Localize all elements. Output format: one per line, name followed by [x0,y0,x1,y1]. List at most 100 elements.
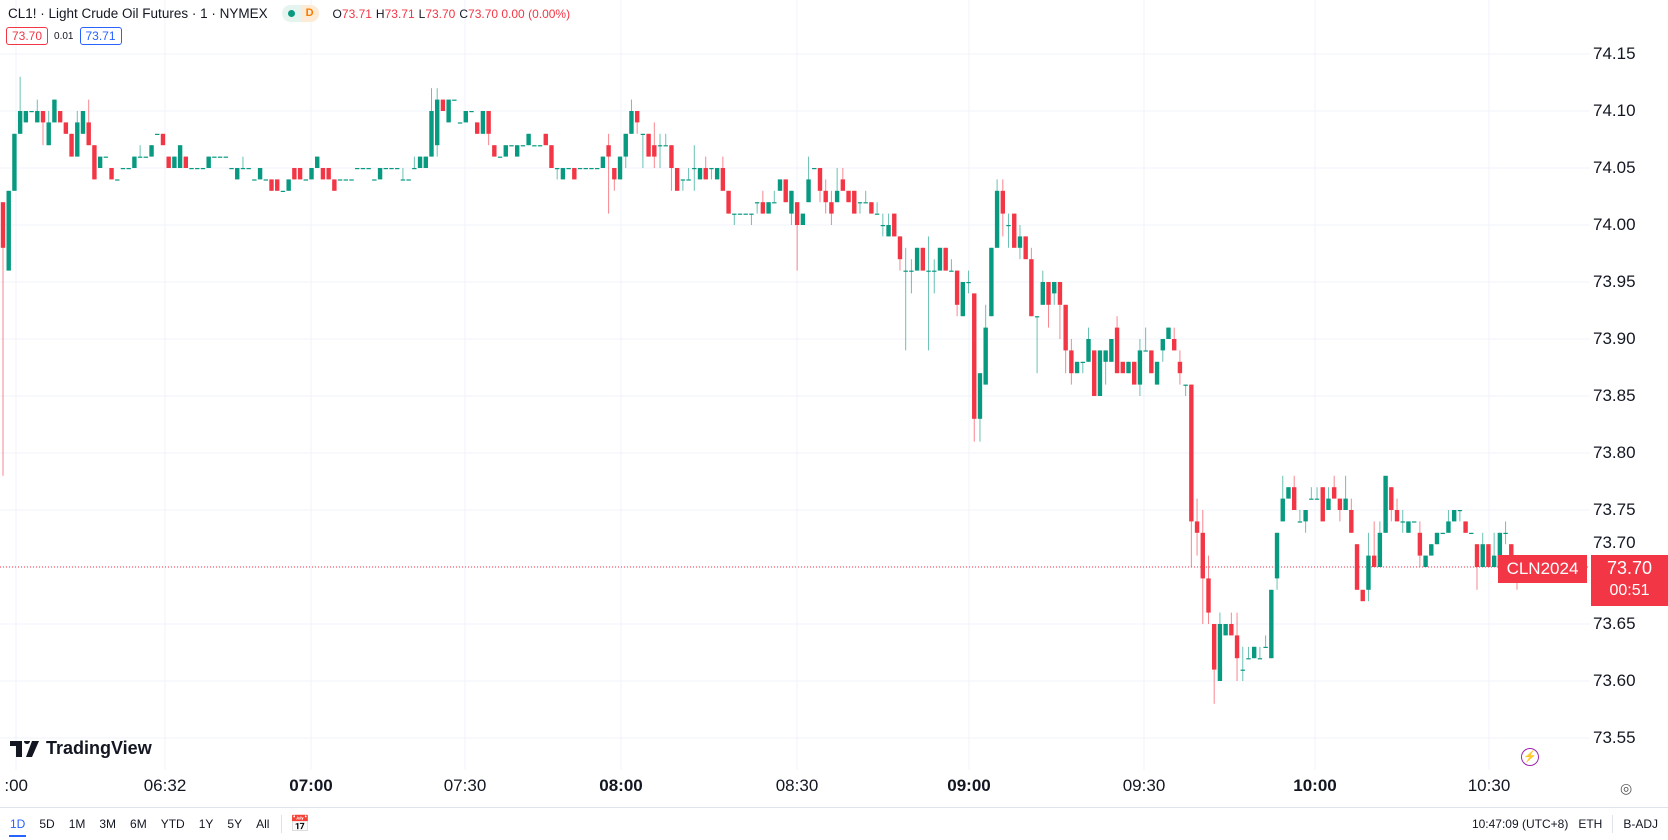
candle-body [526,133,531,146]
candle-body [332,179,337,191]
ohlc-values: O73.71 H73.71 L73.70 C73.70 0.00 (0.00%) [333,7,575,21]
candle-body [1503,532,1508,534]
candlestick-chart[interactable] [0,0,1668,807]
candle [1029,247,1034,317]
candle-body [806,179,811,203]
candle [1240,646,1245,681]
symbol-title[interactable]: CL1! · Light Crude Oil Futures · 1 · NYM… [8,6,268,21]
candle-body [423,156,428,168]
candle [1491,532,1497,567]
candle-body [223,156,229,158]
candle-body [709,168,714,170]
price-tick-label: 73.70 [1593,533,1636,552]
lightning-icon[interactable]: ⚡ [1521,748,1539,766]
candle [669,145,674,191]
candle [52,99,57,123]
candle-body [674,168,680,191]
candle-body [206,156,211,168]
candle [109,168,114,180]
candle-body [212,156,217,158]
candle [977,373,983,442]
candle-body [257,168,263,180]
candle [1223,624,1228,636]
candle [206,156,211,168]
candle-body [1069,350,1074,374]
candle-body [1234,635,1240,659]
timeframe-1m[interactable]: 1M [68,817,86,831]
candle-body [429,111,434,157]
candle [823,179,828,214]
candle [383,168,388,170]
candle [1274,532,1280,590]
candle [6,190,11,271]
candle-body [537,145,543,147]
delayed-badge: D [300,5,319,22]
buy-button[interactable]: 73.71 [79,27,122,45]
candle-body [1257,658,1263,660]
timeframe-6m[interactable]: 6M [130,817,147,831]
candle-body [1012,213,1017,248]
candle [1343,475,1348,510]
candle-body [1160,339,1165,351]
candle [35,99,40,123]
candle [360,168,366,170]
candle-body [1183,384,1188,386]
candle-body [977,373,983,419]
timeframe-5y[interactable]: 5Y [227,817,243,831]
candle-body [252,179,257,181]
clock[interactable]: 10:47:09 (UTC+8) [1471,817,1569,831]
candle [1429,544,1434,556]
price-tick-label: 73.80 [1593,443,1636,462]
tradingview-logo[interactable]: TradingView [10,738,152,759]
candle-body [937,247,943,271]
candle-body [680,179,686,181]
candle [1217,612,1223,681]
candle [1046,282,1051,328]
candle [869,202,874,214]
adjustment-toggle[interactable]: B-ADJ [1623,817,1658,831]
candle-body [1137,350,1143,385]
timeframe-3m[interactable]: 3M [99,817,117,831]
candle-body [486,111,491,134]
candle-body [560,168,566,180]
candle-body [606,145,611,157]
candle-body [280,190,286,192]
market-status-badge[interactable]: D [281,5,319,22]
candle-body [6,190,11,271]
candle [1000,179,1006,237]
candle-body [1457,510,1463,512]
candle [509,145,514,147]
sell-button[interactable]: 73.70 [6,27,49,45]
candle [1097,350,1103,396]
candle [1177,350,1183,385]
candle-body [17,111,23,134]
candle [932,259,937,294]
timeframe-all[interactable]: All [256,817,270,831]
candle-body [1406,521,1411,533]
candle-body [760,202,766,214]
candle [423,156,428,168]
candle [926,236,931,351]
candle-body [126,168,131,170]
candle [1314,487,1320,500]
candle-body [63,122,69,134]
candle [600,156,606,168]
timeframe-1d[interactable]: 1D [6,809,29,839]
candle-body [1194,521,1200,533]
date-range-icon[interactable]: 📅 [290,816,311,833]
candle [857,202,863,214]
timeframe-5d[interactable]: 5D [39,817,55,831]
chart-legend: CL1! · Light Crude Oil Futures · 1 · NYM… [8,5,574,22]
candle-body [1092,350,1097,396]
candle [17,76,23,134]
candle-body [435,99,440,146]
session-toggle[interactable]: ETH [1578,817,1603,831]
axis-settings-icon[interactable]: ◎ [1620,780,1633,796]
candle [1286,487,1291,499]
candle-body [57,111,63,123]
spread-value: 0.01 [54,30,74,42]
timeframe-ytd[interactable]: YTD [160,817,185,831]
candle-body [372,179,377,181]
candle [1229,612,1234,636]
timeframe-1y[interactable]: 1Y [198,817,214,831]
